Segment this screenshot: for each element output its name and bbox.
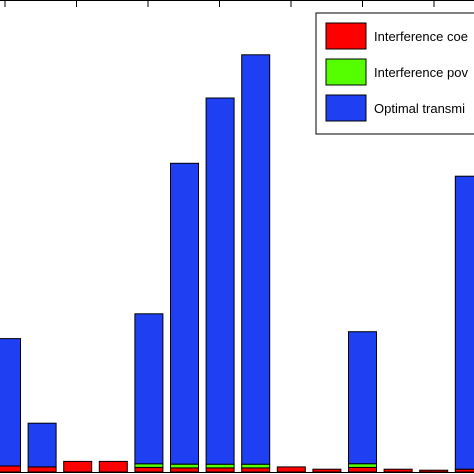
bar-segment-1-cat-1 [0, 465, 21, 473]
bar-segment-2-cat-7 [205, 463, 235, 469]
bar-segment-2-cat-8 [241, 463, 271, 469]
bar-segment-3-cat-1 [0, 338, 21, 467]
bars-layer [0, 54, 474, 473]
bar-segment-2-cat-11 [348, 463, 377, 468]
legend-swatch-1 [325, 22, 367, 50]
bar-segment-1-cat-13 [419, 469, 449, 473]
bar-segment-3-cat-7 [205, 97, 235, 465]
bar-segment-1-cat-2 [27, 466, 57, 473]
bar-segment-3-cat-14 [454, 175, 474, 470]
bar-segment-1-cat-8 [241, 467, 271, 473]
legend-label-2: Interference pov [374, 65, 468, 80]
bar-segment-3-cat-11 [348, 331, 377, 465]
legend: Interference coe Interference pov Optimal … [315, 12, 474, 135]
bar-segment-3-cat-6 [170, 162, 199, 465]
bar-segment-3-cat-8 [241, 54, 271, 465]
bar-segment-1-cat-11 [348, 466, 377, 473]
bar-segment-1-cat-3 [63, 460, 93, 473]
bar-segment-1-cat-7 [205, 467, 235, 473]
legend-swatch-2 [325, 58, 367, 86]
bar-segment-1-cat-4 [98, 460, 128, 473]
legend-label-1: Interference coe [374, 29, 468, 44]
bar-segment-3-cat-2 [27, 422, 57, 468]
bar-segment-1-cat-9 [276, 466, 306, 473]
legend-swatch-3 [325, 94, 367, 122]
legend-label-3: Optimal transmi [374, 101, 465, 116]
bar-segment-1-cat-6 [170, 467, 199, 473]
bar-segment-2-cat-6 [170, 463, 199, 469]
bar-segment-1-cat-12 [383, 468, 413, 473]
bar-segment-3-cat-5 [134, 313, 164, 465]
bar-segment-1-cat-10 [312, 468, 342, 473]
bar-segment-1-cat-5 [134, 466, 164, 473]
